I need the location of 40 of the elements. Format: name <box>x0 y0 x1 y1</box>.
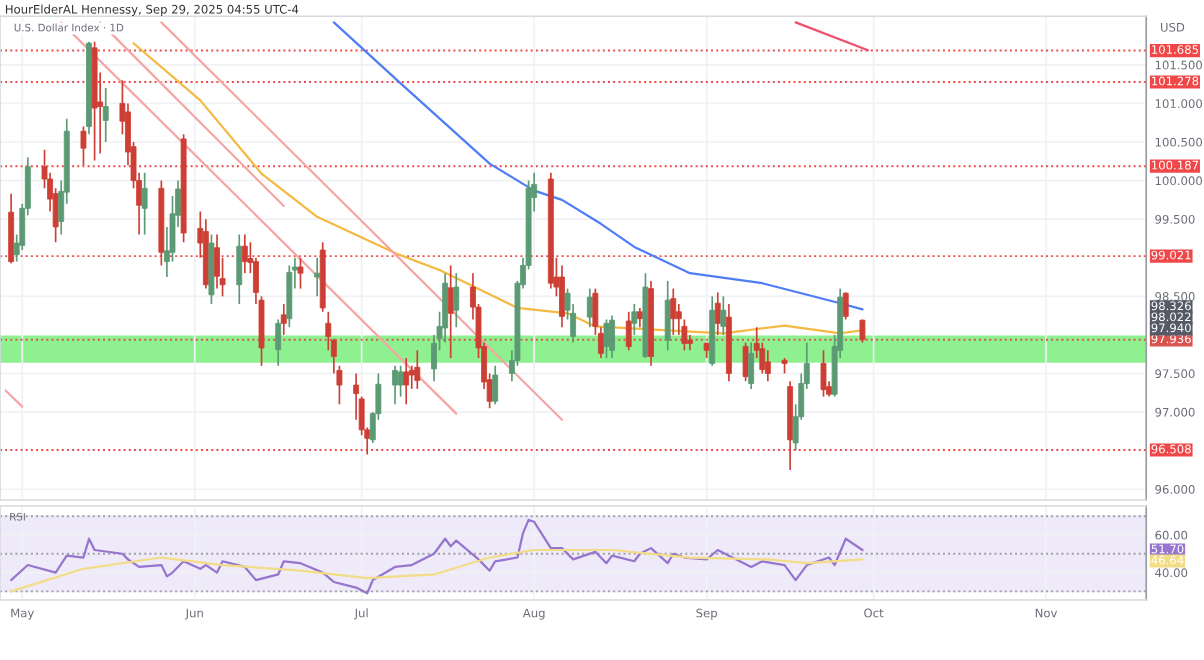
candlestick <box>314 256 321 298</box>
candlestick <box>325 310 332 352</box>
line-series <box>10 548 864 593</box>
candlestick <box>286 264 293 329</box>
candlestick <box>275 318 282 367</box>
candlestick <box>842 291 849 321</box>
candlestick <box>241 233 248 275</box>
candlestick <box>742 341 749 383</box>
candlestick <box>670 287 677 336</box>
candlestick <box>603 318 610 359</box>
candlestick <box>280 303 287 336</box>
candlestick <box>609 314 615 359</box>
candlestick <box>764 349 771 383</box>
candlestick <box>720 295 727 336</box>
candlestick <box>559 264 565 329</box>
candlestick <box>397 364 404 398</box>
candlestick <box>453 272 460 329</box>
candlestick <box>625 310 632 352</box>
candlestick <box>675 303 682 336</box>
candlestick <box>586 287 593 329</box>
candlestick <box>631 303 638 336</box>
candlestick <box>214 233 220 290</box>
candlestick <box>102 87 109 143</box>
candlestick <box>820 349 827 398</box>
candlestick <box>414 349 421 390</box>
candlestick <box>442 272 449 344</box>
candlestick <box>492 364 499 406</box>
candlestick <box>80 125 87 166</box>
line-series <box>332 21 864 311</box>
candlestick <box>297 256 304 290</box>
candlestick <box>859 318 866 344</box>
line-series <box>10 518 864 595</box>
candlestick <box>403 357 410 406</box>
candlestick <box>664 280 671 352</box>
candlestick <box>714 291 721 336</box>
candlestick <box>141 172 148 236</box>
candlestick <box>748 341 755 390</box>
candlestick <box>447 264 454 359</box>
candlestick <box>236 233 243 305</box>
candlestick <box>392 364 398 406</box>
